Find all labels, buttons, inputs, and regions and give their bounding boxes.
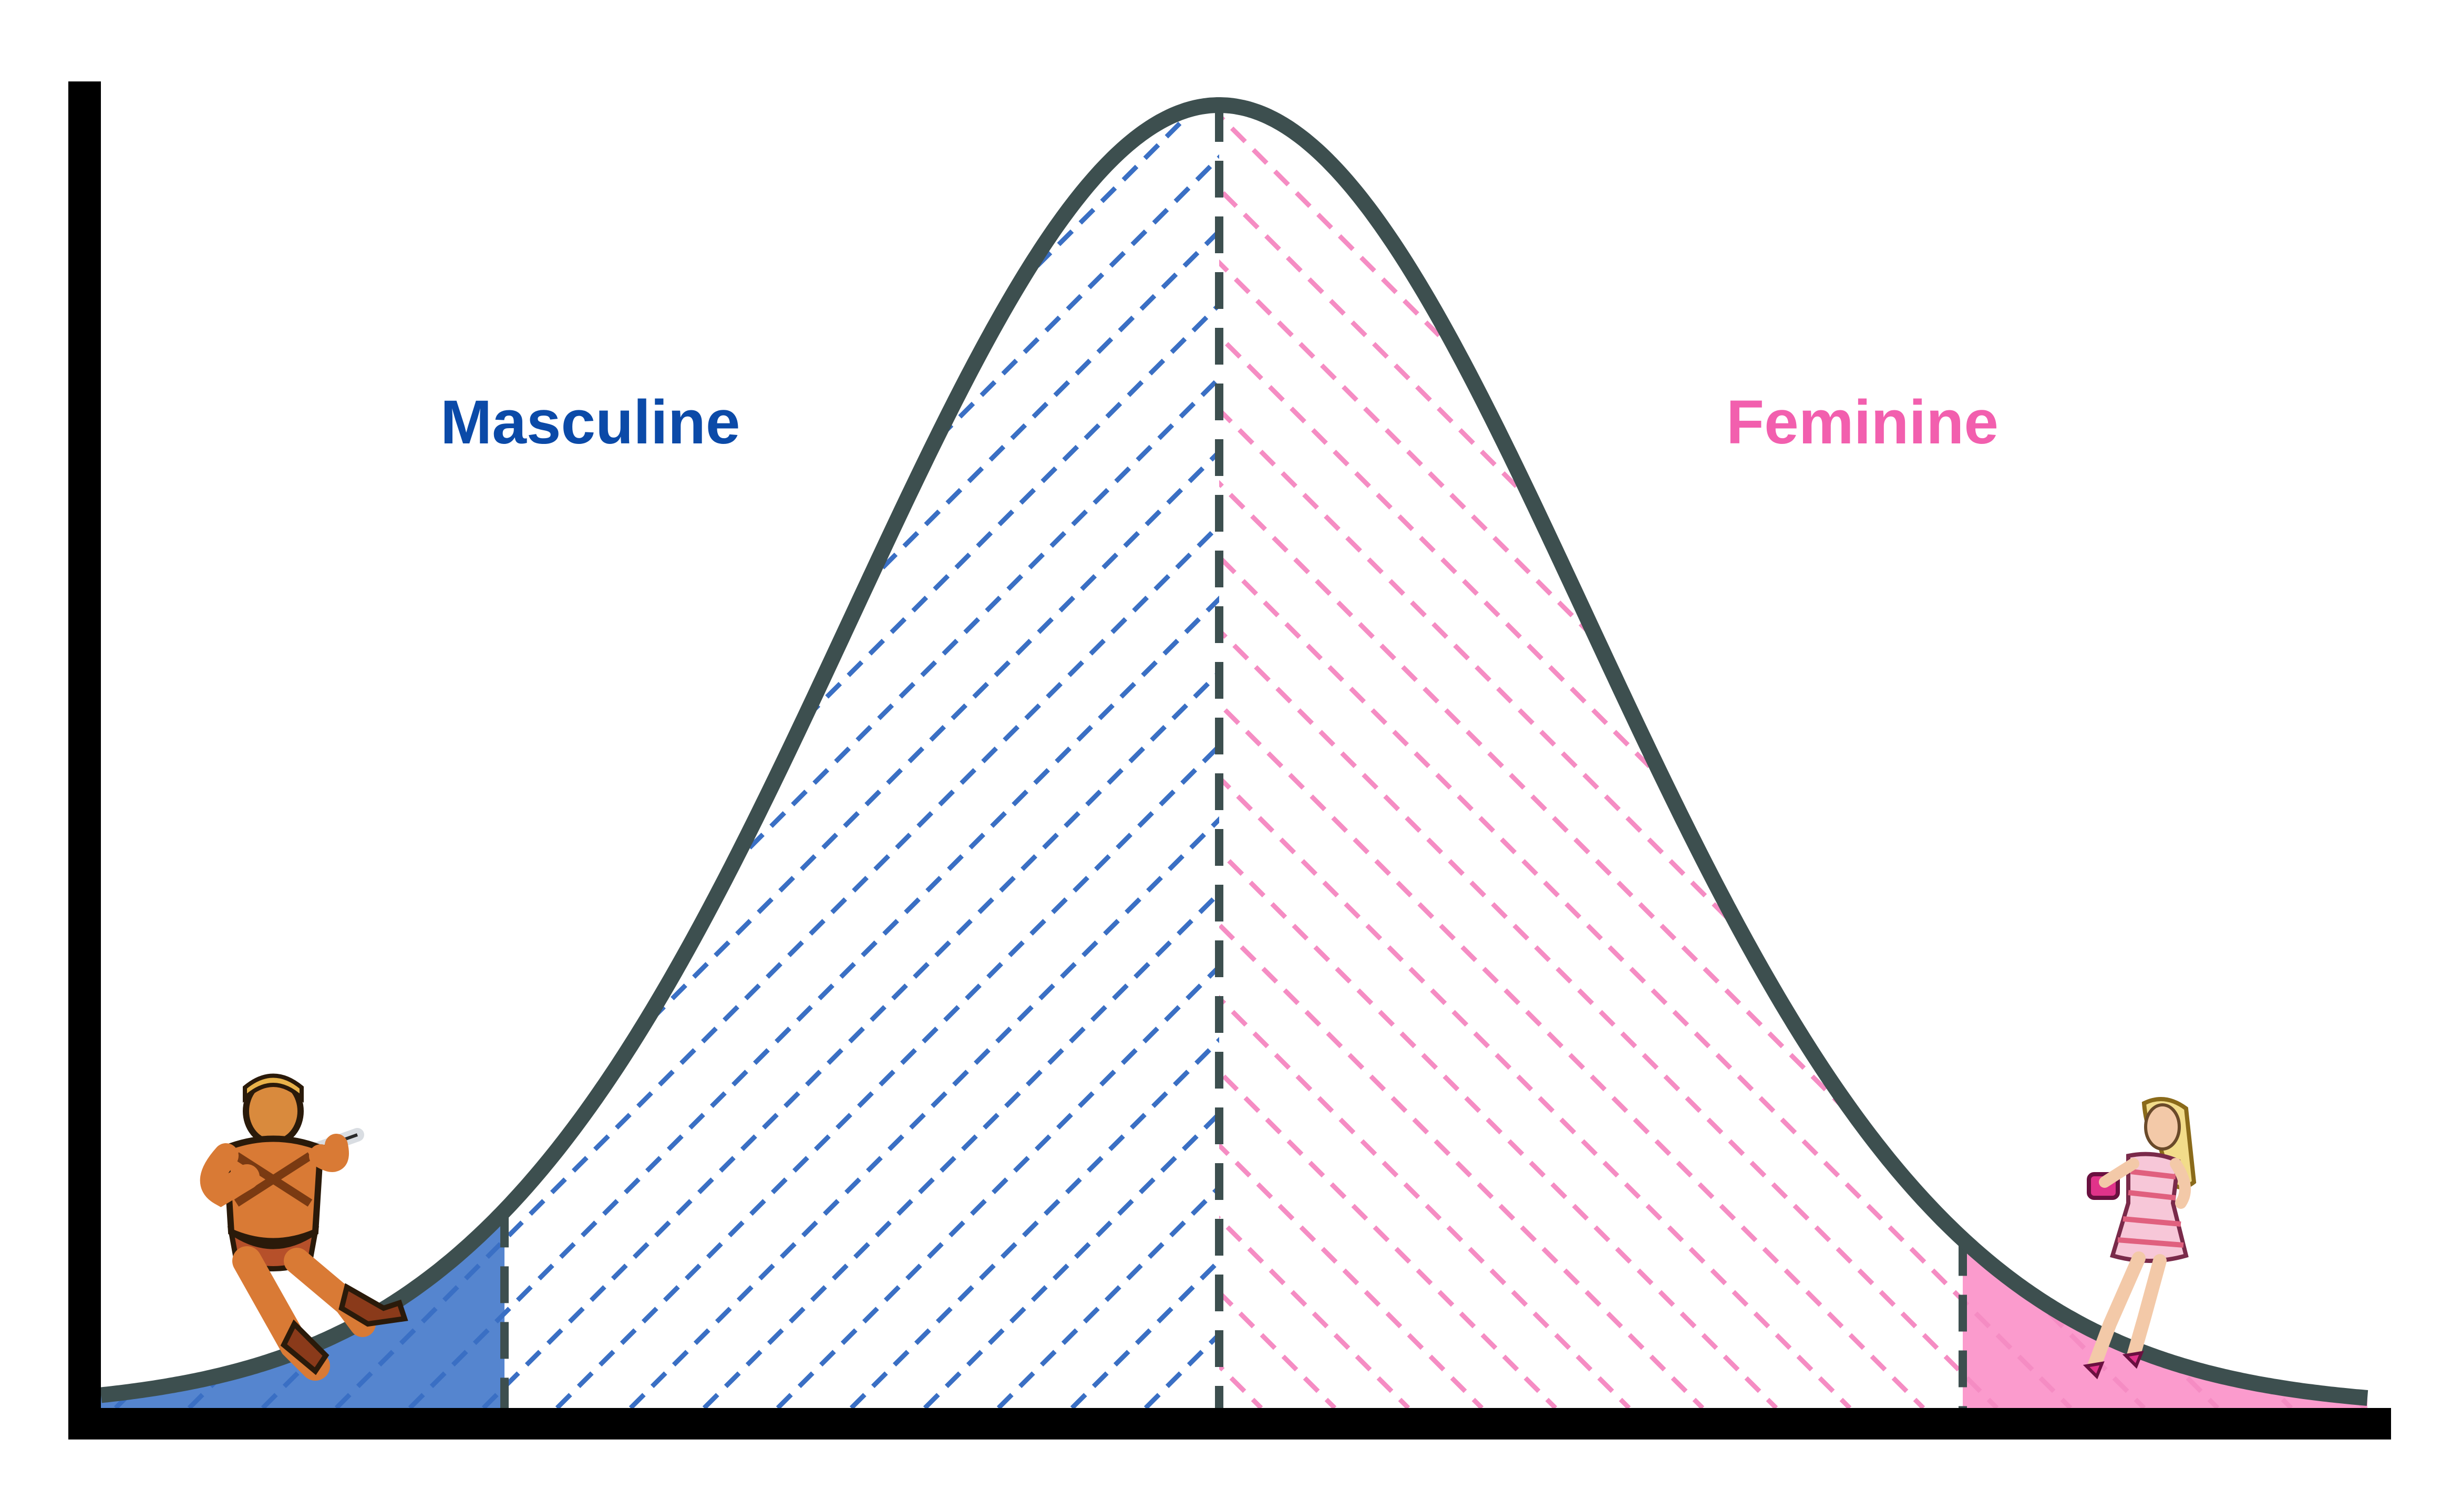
hatch-line bbox=[1438, 105, 2367, 1408]
hatch-line bbox=[0, 42, 1114, 1408]
hatch-line bbox=[2026, 105, 2367, 1408]
muscular-warrior-figure bbox=[200, 1073, 408, 1381]
masculine-label: Masculine bbox=[440, 388, 740, 457]
feminine-label: Feminine bbox=[1726, 388, 1998, 457]
hatch-line bbox=[1219, 105, 2367, 1408]
hatch-line bbox=[2249, 42, 2452, 1408]
hatch-line bbox=[101, 105, 1190, 1408]
hatch-line bbox=[101, 105, 1116, 1408]
hatch-line bbox=[2028, 42, 2452, 1408]
hatch-line bbox=[0, 42, 11, 1408]
feminine-hatching bbox=[0, 42, 2452, 1408]
masculine-tail-fill bbox=[101, 1210, 504, 1408]
hatch-line bbox=[1291, 105, 2367, 1408]
hatch-line bbox=[2321, 105, 2367, 1408]
hatch-line bbox=[1364, 105, 2367, 1408]
hatch-line bbox=[0, 42, 11, 1408]
hatch-line bbox=[702, 105, 1219, 1408]
hatch-line bbox=[334, 105, 1219, 1408]
hatch-line bbox=[101, 105, 969, 1408]
hatch-line bbox=[2176, 42, 2452, 1408]
hatch-line bbox=[101, 105, 748, 1408]
hatch-line bbox=[2247, 105, 2367, 1408]
masculine-hatching bbox=[0, 42, 2452, 1408]
hatch-line bbox=[0, 42, 746, 1408]
fashion-doll-figure bbox=[2083, 1097, 2197, 1380]
hatch-line bbox=[1658, 105, 2367, 1408]
hatch-line bbox=[0, 42, 378, 1408]
hatch-line bbox=[923, 105, 1219, 1408]
hatch-line bbox=[408, 105, 1219, 1408]
hatch-line bbox=[0, 42, 1188, 1408]
hatch-line bbox=[101, 105, 233, 1408]
x-axis bbox=[68, 1408, 2391, 1439]
hatch-line bbox=[2323, 42, 2452, 1408]
hatch-line bbox=[2396, 42, 2452, 1408]
hatch-line bbox=[849, 105, 1219, 1408]
hatch-line bbox=[1219, 105, 1631, 1408]
hatch-line bbox=[101, 105, 822, 1408]
hatch-line bbox=[481, 105, 1219, 1408]
hatch-line bbox=[555, 105, 1219, 1408]
hatch-line bbox=[1219, 105, 2367, 1408]
hatch-line bbox=[629, 105, 1219, 1408]
hatch-line bbox=[101, 105, 380, 1408]
hatch-line bbox=[101, 105, 1219, 1408]
hatch-line bbox=[1219, 105, 1337, 1408]
hatch-line bbox=[0, 42, 231, 1408]
y-axis bbox=[68, 81, 101, 1439]
hatch-line bbox=[0, 42, 820, 1408]
hatch-line bbox=[1219, 105, 2367, 1408]
hatch-line bbox=[1440, 42, 2452, 1408]
hatch-line bbox=[1366, 42, 2452, 1408]
hatch-line bbox=[1293, 42, 2452, 1408]
hatch-line bbox=[2396, 42, 2452, 1408]
hatch-line bbox=[261, 105, 1219, 1408]
hatch-line bbox=[1955, 42, 2452, 1408]
hatch-line bbox=[1734, 42, 2452, 1408]
hatch-line bbox=[1587, 42, 2452, 1408]
feminine-tail-fill bbox=[1963, 1239, 2367, 1408]
hatch-line bbox=[101, 105, 1219, 1408]
hatch-line bbox=[1511, 105, 2367, 1408]
hatch-line bbox=[1219, 105, 1263, 1408]
hatch-line bbox=[1953, 105, 2367, 1408]
hatch-line bbox=[1585, 105, 2367, 1408]
hatch-line bbox=[776, 105, 1219, 1408]
hatch-line bbox=[1732, 105, 2367, 1408]
hatch-line bbox=[0, 42, 967, 1408]
hatch-line bbox=[2173, 105, 2367, 1408]
bell-curve bbox=[96, 97, 2373, 1406]
hatch-line bbox=[1661, 42, 2452, 1408]
hatch-line bbox=[1143, 105, 1219, 1408]
hatch-line bbox=[1513, 42, 2452, 1408]
